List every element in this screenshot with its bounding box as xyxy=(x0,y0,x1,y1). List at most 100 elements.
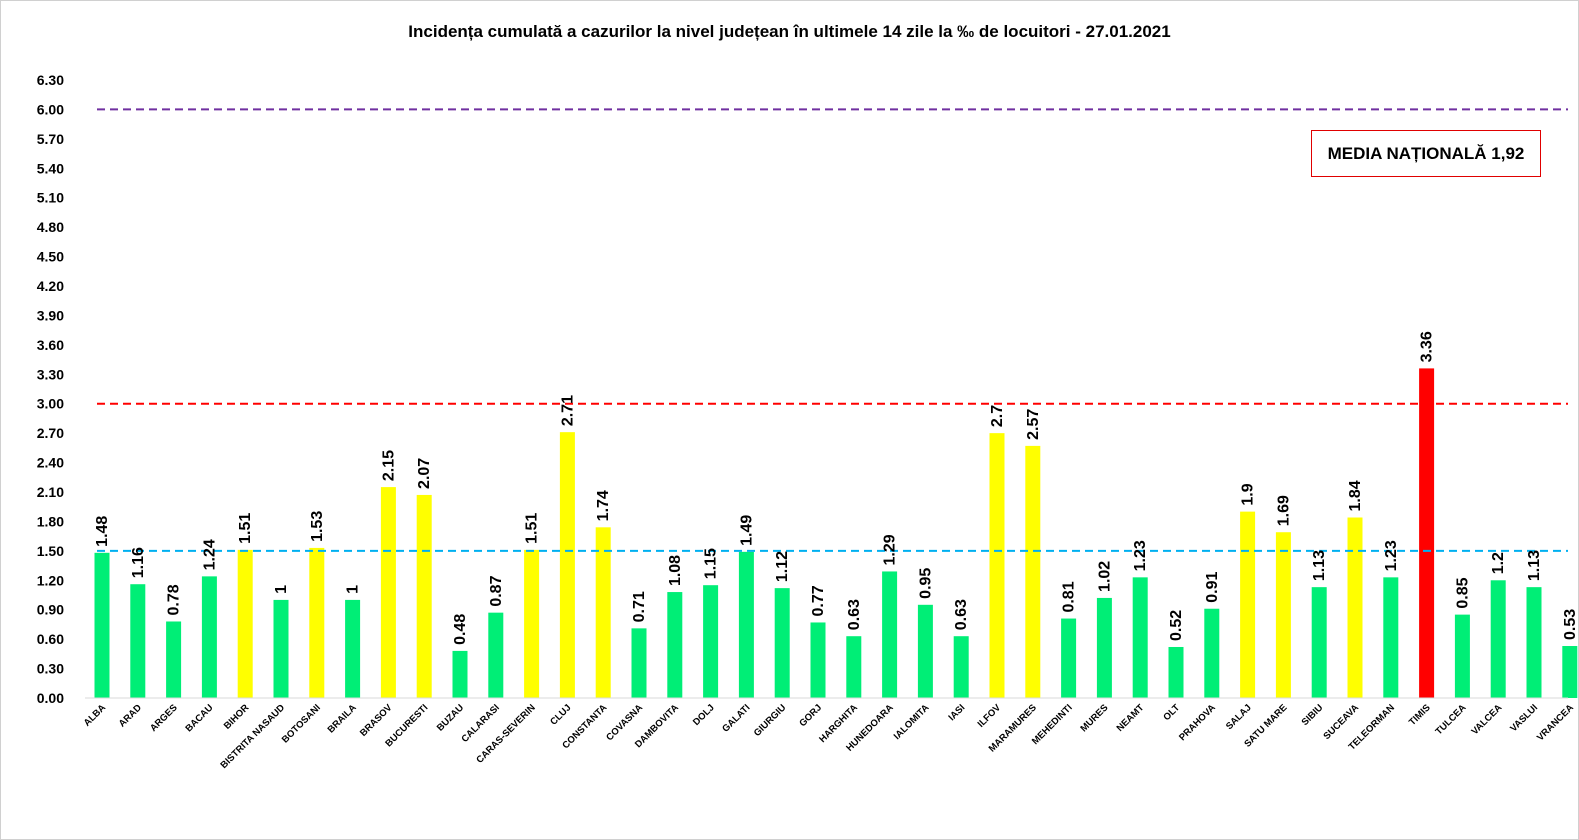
category-label: TULCEA xyxy=(1433,702,1468,737)
category-label: BUZAU xyxy=(435,702,466,733)
data-label: 0.95 xyxy=(917,568,934,599)
category-label: SALAJ xyxy=(1224,702,1254,732)
bar xyxy=(166,621,182,698)
data-label: 2.07 xyxy=(416,458,433,489)
data-label: 0.52 xyxy=(1168,610,1185,641)
data-label: 1.49 xyxy=(738,515,755,546)
y-tick-label: 2.10 xyxy=(37,484,64,500)
category-label: ARAD xyxy=(117,702,144,729)
data-label: 2.57 xyxy=(1025,409,1042,440)
bar xyxy=(201,576,217,698)
y-tick-label: 5.70 xyxy=(37,131,64,147)
bar xyxy=(452,650,468,698)
bar xyxy=(1419,368,1435,698)
bar xyxy=(1383,577,1399,698)
bar xyxy=(882,571,898,698)
category-label: CLUJ xyxy=(548,702,573,727)
bar xyxy=(416,494,432,698)
category-label: ILFOV xyxy=(976,702,1004,730)
bar xyxy=(810,622,826,698)
category-label: ARGES xyxy=(148,702,180,734)
category-label: BRASOV xyxy=(358,702,395,739)
bar xyxy=(524,549,540,698)
data-label: 1.13 xyxy=(1311,550,1328,581)
data-label: 1.53 xyxy=(309,511,326,542)
bar xyxy=(345,599,361,698)
category-label: IASI xyxy=(946,702,967,723)
category-label: GALATI xyxy=(720,702,752,734)
bar xyxy=(1096,597,1112,698)
bar xyxy=(1562,646,1578,698)
data-label: 1.02 xyxy=(1096,561,1113,592)
bar xyxy=(1526,587,1542,698)
bar xyxy=(237,549,253,698)
y-tick-label: 3.30 xyxy=(37,366,64,382)
bars xyxy=(94,368,1578,698)
data-label: 2.15 xyxy=(380,450,397,481)
bar xyxy=(703,585,719,698)
y-tick-label: 0.90 xyxy=(37,602,64,618)
bar xyxy=(846,636,862,698)
y-tick-label: 4.80 xyxy=(37,219,64,235)
y-tick-label: 5.40 xyxy=(37,160,64,176)
y-tick-label: 3.00 xyxy=(37,396,64,412)
bar xyxy=(1275,532,1291,698)
category-label: BIHOR xyxy=(222,702,252,732)
data-label: 1 xyxy=(345,585,362,594)
data-label: 1.2 xyxy=(1490,552,1507,574)
category-label: SIBIU xyxy=(1300,702,1326,728)
data-label: 1.69 xyxy=(1275,495,1292,526)
data-label: 1.16 xyxy=(130,547,147,578)
y-tick-label: 1.20 xyxy=(37,572,64,588)
data-label: 0.78 xyxy=(166,584,183,615)
data-label: 2.71 xyxy=(559,395,576,426)
bar xyxy=(667,592,683,698)
data-label: 0.91 xyxy=(1204,571,1221,602)
data-label: 1.51 xyxy=(237,513,254,544)
category-label: ALBA xyxy=(82,702,109,729)
data-label: 1.12 xyxy=(774,551,791,582)
data-label: 0.81 xyxy=(1061,581,1078,612)
data-label: 0.53 xyxy=(1562,609,1579,640)
y-tick-label: 3.90 xyxy=(37,307,64,323)
data-labels: 1.48 1.16 0.78 1.24 1.51 1 1.53 1 2.15 2.07 0.48 0.… xyxy=(94,331,1579,645)
y-tick-label: 5.10 xyxy=(37,190,64,206)
y-tick-label: 0.60 xyxy=(37,631,64,647)
category-label: VASLUI xyxy=(1508,702,1540,734)
bar xyxy=(1454,614,1470,698)
y-tick-label: 3.60 xyxy=(37,337,64,353)
data-label: 1.15 xyxy=(703,548,720,579)
data-label: 3.36 xyxy=(1419,331,1436,362)
bar xyxy=(953,636,969,698)
category-label: BACAU xyxy=(183,702,215,734)
bar xyxy=(774,588,790,698)
data-label: 1 xyxy=(273,585,290,594)
category-label: DOLJ xyxy=(691,702,717,728)
y-tick-label: 0.00 xyxy=(37,690,64,706)
category-label: GIURGIU xyxy=(752,702,789,739)
category-label: BRAILA xyxy=(326,702,359,735)
data-label: 1.48 xyxy=(94,516,111,547)
data-label: 0.63 xyxy=(953,599,970,630)
reference-lines xyxy=(97,108,1568,552)
data-label: 2.7 xyxy=(989,405,1006,427)
y-tick-label: 6.30 xyxy=(37,72,64,88)
bar xyxy=(917,604,933,698)
bar xyxy=(559,432,575,698)
bar xyxy=(94,552,110,698)
y-tick-label: 4.20 xyxy=(37,278,64,294)
y-tick-label: 2.70 xyxy=(37,425,64,441)
y-axis: 0.00 0.30 0.60 0.90 1.20 1.50 1.80 2.10 2.40 2.70… xyxy=(37,72,64,706)
y-tick-label: 4.50 xyxy=(37,249,64,265)
bar xyxy=(1311,587,1327,698)
bar xyxy=(1132,577,1148,698)
data-label: 0.48 xyxy=(452,614,469,645)
bar xyxy=(738,551,754,698)
y-tick-label: 0.30 xyxy=(37,661,64,677)
category-label: BISTRITA NASAUD xyxy=(219,702,288,771)
data-label: 0.77 xyxy=(810,585,827,616)
data-label: 1.13 xyxy=(1526,550,1543,581)
bar xyxy=(273,599,289,698)
